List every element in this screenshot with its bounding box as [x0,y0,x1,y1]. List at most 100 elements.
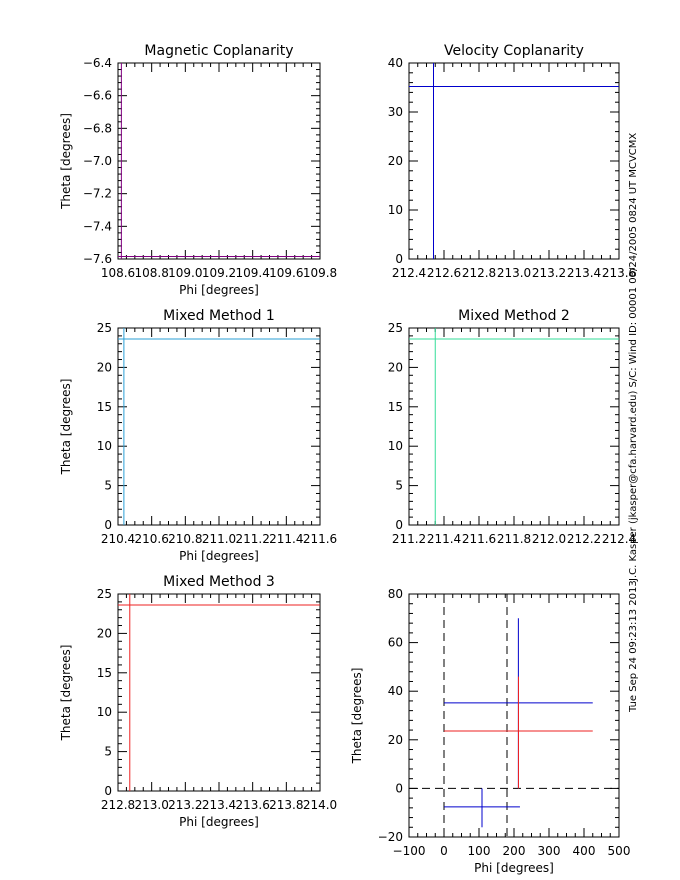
panel1-xtick-label: 109.2 [202,266,236,280]
panel1-ylabel: Theta [degrees] [59,113,73,210]
panel2-xtick-label: 213.2 [532,266,566,280]
panel4-xtick-label: 212.4 [602,532,636,546]
panel2-ytick-label: 40 [388,56,403,70]
panel4-ytick-label: 20 [388,360,403,374]
panel5-xlabel: Phi [degrees] [179,815,259,829]
panel2-title: Velocity Coplanarity [444,43,584,59]
panel6-xtick-label: 500 [608,844,631,858]
panel6-xtick-label: 400 [573,844,596,858]
panel3-ytick-label: 15 [97,400,112,414]
panel4-ytick-label: 15 [388,400,403,414]
panel4-xtick-label: 211.8 [497,532,531,546]
panel3-ytick-label: 5 [104,479,112,493]
panel1-xtick-label: 108.6 [101,266,135,280]
panel4-xtick-label: 211.2 [392,532,426,546]
panel1-xtick-label: 109.4 [235,266,269,280]
panel3-title: Mixed Method 1 [163,308,275,324]
panel1-xtick-label: 109.8 [303,266,337,280]
panel4-frame [408,327,620,526]
panel6-ytick-label: −20 [378,830,403,844]
panel6-xlabel: Phi [degrees] [474,861,554,875]
panel1-ytick-label: −7.4 [83,219,112,233]
panel6-xtick-label: −100 [393,844,426,858]
panel3-ytick-label: 20 [97,360,112,374]
panel2-xtick-label: 213.6 [602,266,636,280]
panel3-xtick-label: 210.8 [168,532,202,546]
panel2-xtick-label: 212.8 [462,266,496,280]
panel3-xtick-label: 211.4 [269,532,303,546]
panel6-xtick-label: 200 [503,844,526,858]
panel5-ylabel: Theta [degrees] [59,645,73,742]
panel1-title: Magnetic Coplanarity [144,43,293,59]
panel1-ytick-label: −6.6 [83,89,112,103]
panel6-ytick-label: 80 [388,587,403,601]
panel2-frame [408,62,620,260]
panel4-xtick-label: 211.4 [427,532,461,546]
panel5-ytick-label: 5 [104,745,112,759]
panel5-ytick-label: 10 [97,705,112,719]
panel6-ytick-label: 0 [395,781,403,795]
panel5-xtick-label: 213.2 [168,798,202,812]
panel1-xlabel: Phi [degrees] [179,283,259,297]
panel5-title: Mixed Method 3 [163,574,275,590]
panel6-ytick-label: 40 [388,684,403,698]
panel1-ytick-label: −7.0 [83,154,112,168]
panel1-ytick-label: −6.4 [83,56,112,70]
panel1-ytick-label: −7.2 [83,187,112,201]
panel2-ytick-label: 20 [388,154,403,168]
panel5-ytick-label: 20 [97,626,112,640]
panel1-frame [117,62,321,260]
panel2-xtick-label: 213.4 [567,266,601,280]
panel1-ytick-label: −7.6 [83,252,112,266]
panel3-ytick-label: 0 [104,518,112,532]
panel4-ytick-label: 25 [388,321,403,335]
panel6-xtick-label: 300 [538,844,561,858]
panel3-xtick-label: 211.0 [202,532,236,546]
panel2-xtick-label: 212.6 [427,266,461,280]
panel4-title: Mixed Method 2 [458,308,570,324]
panel5-xtick-label: 213.6 [235,798,269,812]
panel5-ytick-label: 0 [104,784,112,798]
panel3-xtick-label: 211.6 [303,532,337,546]
panel2-ytick-label: 0 [395,252,403,266]
panel4-xtick-label: 211.6 [462,532,496,546]
panel3-xtick-label: 211.2 [235,532,269,546]
panel2-xtick-label: 213.0 [497,266,531,280]
panel4-ytick-label: 0 [395,518,403,532]
panel1-xtick-label: 109.6 [269,266,303,280]
panel3-ylabel: Theta [degrees] [59,379,73,476]
timestamp-label: Tue Sep 24 09:23:13 2013 [628,580,639,713]
panel3-xtick-label: 210.4 [101,532,135,546]
panel5-xtick-label: 212.8 [101,798,135,812]
panel4-ytick-label: 10 [388,439,403,453]
panel5-ytick-label: 25 [97,587,112,601]
panel5-xtick-label: 213.4 [202,798,236,812]
panel4-xtick-label: 212.0 [532,532,566,546]
panel3-frame [117,327,321,526]
panel5-xtick-label: 213.0 [134,798,168,812]
panel3-xlabel: Phi [degrees] [179,549,259,563]
panel1-xtick-label: 108.8 [134,266,168,280]
panel4-ytick-label: 5 [395,479,403,493]
panel2-ytick-label: 30 [388,105,403,119]
panel3-ytick-label: 25 [97,321,112,335]
panel1-xtick-label: 109.0 [168,266,202,280]
panel6-frame [408,593,620,838]
panel2-xtick-label: 212.4 [392,266,426,280]
panel6-ylabel: Theta [degrees] [350,668,364,765]
panel5-ytick-label: 15 [97,666,112,680]
panel5-xtick-label: 214.0 [303,798,337,812]
panel5-frame [117,593,321,792]
panel3-xtick-label: 210.6 [134,532,168,546]
panel4-xtick-label: 212.2 [567,532,601,546]
credits-label: J.C. Kasper (jkasper@cfa.harvard.edu) S/… [628,133,639,582]
panel6-ytick-label: 20 [388,733,403,747]
panel3-ytick-label: 10 [97,439,112,453]
panel6-xtick-label: 100 [468,844,491,858]
panel5-xtick-label: 213.8 [269,798,303,812]
panel6-ytick-label: 60 [388,636,403,650]
panel2-ytick-label: 10 [388,203,403,217]
panel6-xtick-label: 0 [440,844,448,858]
panel1-ytick-label: −6.8 [83,121,112,135]
